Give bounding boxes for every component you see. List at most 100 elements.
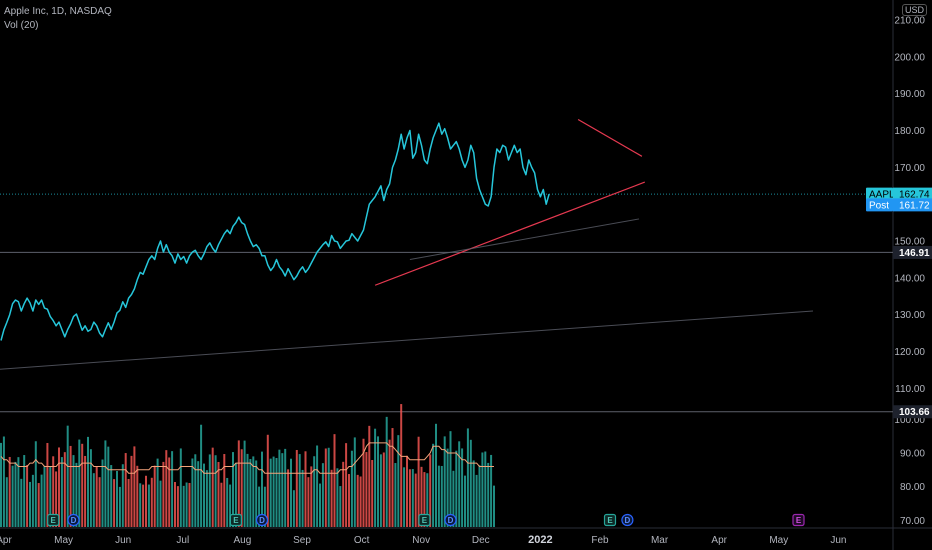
earnings-marker[interactable]: E [47,513,60,527]
volume-bar [197,461,200,527]
volume-bar [295,449,298,527]
volume-bar [443,436,446,527]
volume-bar [374,428,377,527]
volume-bar [191,458,194,527]
volume-bars [0,404,495,527]
volume-bar [466,428,469,527]
volume-level-tag [893,405,932,419]
volume-bar [252,456,255,527]
volume-bar [243,440,246,527]
volume-bar [411,469,414,527]
volume-bar [226,477,229,527]
x-tick-label: Dec [472,535,490,546]
dividend-icon [621,513,634,527]
volume-bar [382,452,385,527]
volume-bar [287,469,290,527]
y-tick-label: 140.00 [894,273,925,284]
dividend-marker[interactable]: D [444,513,457,527]
earnings-icon [792,513,805,527]
volume-bar [446,448,449,527]
currency-badge[interactable]: USD [902,4,928,16]
volume-bar [432,443,435,527]
earnings-marker[interactable]: E [229,513,242,527]
volume-bar [139,483,142,527]
volume-bar [162,461,165,527]
post-tag [866,198,893,212]
volume-bar [437,465,440,527]
volume-bar [278,449,281,527]
volume-bar [472,460,475,527]
volume-bar [316,445,319,527]
volume-bar [217,461,220,527]
volume-bar [458,441,461,527]
x-tick-label: 2022 [528,534,552,546]
volume-bar [229,484,232,527]
event-label: D [448,516,454,525]
event-label: E [796,516,802,525]
volume-bar [469,439,472,527]
volume-bar [478,465,481,527]
volume-bar [69,445,72,527]
volume-bar [116,471,118,527]
volume-bar [414,473,417,527]
event-label: D [71,516,77,525]
x-tick-label: Nov [412,535,430,546]
upper-trend-line [577,118,643,157]
volume-bar [87,436,89,527]
volume-bar [43,465,46,527]
volume-bar [388,439,391,527]
volume-bar [179,448,182,527]
post-tag-text: Post [869,200,889,211]
y-tick-label: 180.00 [894,126,925,137]
volume-bar [435,423,437,527]
volume-bar [203,463,205,527]
volume-bar [37,483,40,527]
volume-bar [327,447,330,527]
lower-trend-line [374,181,646,286]
volume-bar [159,480,162,527]
symbol-title: Apple Inc, 1D, NASDAQ [4,6,112,17]
y-tick-label: 120.00 [894,347,925,358]
upcoming_earnings-marker[interactable]: E [792,513,805,527]
volume-bar [240,449,243,527]
volume-bar [275,457,278,527]
dividend-marker[interactable]: D [621,513,634,527]
dividend-icon [255,513,269,527]
volume-bar [284,448,287,527]
volume-bar [223,454,226,527]
y-tick-label: 90.00 [900,449,925,460]
dividend-marker[interactable]: D [67,513,80,527]
price-tag-text: 162.74 [899,190,930,201]
volume-bar [208,454,211,527]
volume-bar [449,431,452,527]
dividend-icon [444,513,457,527]
volume-bar [272,456,275,527]
x-tick-label: Jun [830,535,846,546]
y-tick-label: 200.00 [894,52,925,63]
volume-bar [408,469,411,527]
event-label: D [259,516,265,525]
volume-bar [220,482,223,527]
earnings-marker[interactable]: E [418,513,431,527]
volume-bar [290,458,292,527]
volume-bar [464,475,466,527]
volume-bar [261,451,263,527]
volume-bar [368,425,371,527]
volume-bar [150,477,153,527]
volume-bar [336,468,339,527]
volume-bar [452,470,455,527]
volume-bar [194,454,197,527]
volume-bar [310,466,313,527]
volume-bar [40,474,43,527]
symbol-tag-text: AAPL [869,190,895,201]
volume-bar [188,482,191,527]
earnings-marker[interactable]: E [603,513,617,527]
volume-indicator-label[interactable]: Vol (20) [4,20,39,31]
volume-bar [168,457,171,527]
dividend-marker[interactable]: D [255,513,269,527]
volume-bar [455,450,458,527]
x-tick-label: Jul [176,535,189,546]
x-tick-label: Aug [234,535,252,546]
volume-bar [133,446,136,527]
